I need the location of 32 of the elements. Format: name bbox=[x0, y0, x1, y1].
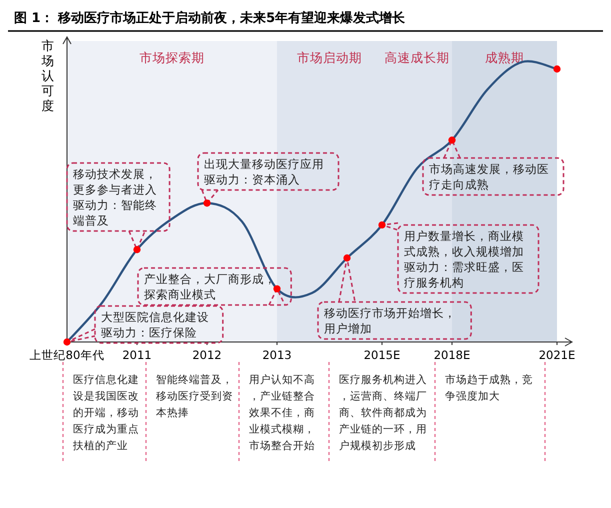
annotation: 市场高速发展，移动医疗走向成熟 bbox=[429, 162, 549, 192]
band-label: 市场启动期 bbox=[297, 50, 362, 65]
x-tick-label: 2021E bbox=[538, 348, 576, 362]
x-tick-label: 2015E bbox=[364, 348, 400, 362]
annotation: 移动技术发展，更多参与者进入驱动力：智能终端普及 bbox=[73, 167, 157, 228]
point bbox=[133, 246, 141, 254]
text: 医疗服务机构进入，运营商、终端厂商、软件商都成为产业链的一环，用户规模初步形成 bbox=[339, 373, 427, 452]
band-label: 高速成长期 bbox=[384, 50, 450, 65]
annotation: 移动医疗市场开始增长，用户增加 bbox=[324, 306, 456, 336]
text: 智能终端普及，移动医疗受到资本热捧 bbox=[156, 373, 233, 419]
point bbox=[203, 200, 211, 207]
y-axis-title: 市场认可度 bbox=[40, 38, 54, 113]
annotation: 大型医院信息化建设驱动力：医疗保险 bbox=[101, 310, 209, 340]
point bbox=[343, 254, 351, 262]
x-tick-label: 2012 bbox=[192, 348, 222, 362]
chart-title: 图 1： 移动医疗市场正处于启动前夜，未来5年有望迎来爆发式增长 bbox=[14, 10, 406, 26]
x-tick-label: 2018E bbox=[434, 348, 470, 362]
x-tick-label: 2011 bbox=[122, 348, 152, 362]
point bbox=[378, 221, 386, 229]
annotation: 用户数量增长，商业模式成熟，收入规模增加驱动力：需求旺盛，医疗服务机构 bbox=[404, 229, 524, 290]
annotation: 出现大量移动医疗应用驱动力：资本涌入 bbox=[204, 157, 324, 186]
point bbox=[63, 338, 71, 346]
annotation: 产业整合，大厂商形成，探索商业模式 bbox=[144, 272, 276, 302]
band-label: 市场探索期 bbox=[140, 50, 204, 65]
point bbox=[273, 285, 281, 292]
text: 市场趋于成熟，竞争强度加大 bbox=[445, 373, 533, 402]
point bbox=[553, 65, 561, 73]
text: 医疗信息化建设是我国医改的开端，移动医疗成为重点扶植的产业 bbox=[72, 373, 139, 452]
x-tick-label: 上世纪80年代 bbox=[30, 348, 104, 362]
x-tick-label: 2013 bbox=[262, 348, 292, 362]
text: 用户认知不高，产业链整合效果不佳，商业模式模糊，市场整合开始 bbox=[249, 373, 315, 452]
point bbox=[448, 136, 456, 144]
